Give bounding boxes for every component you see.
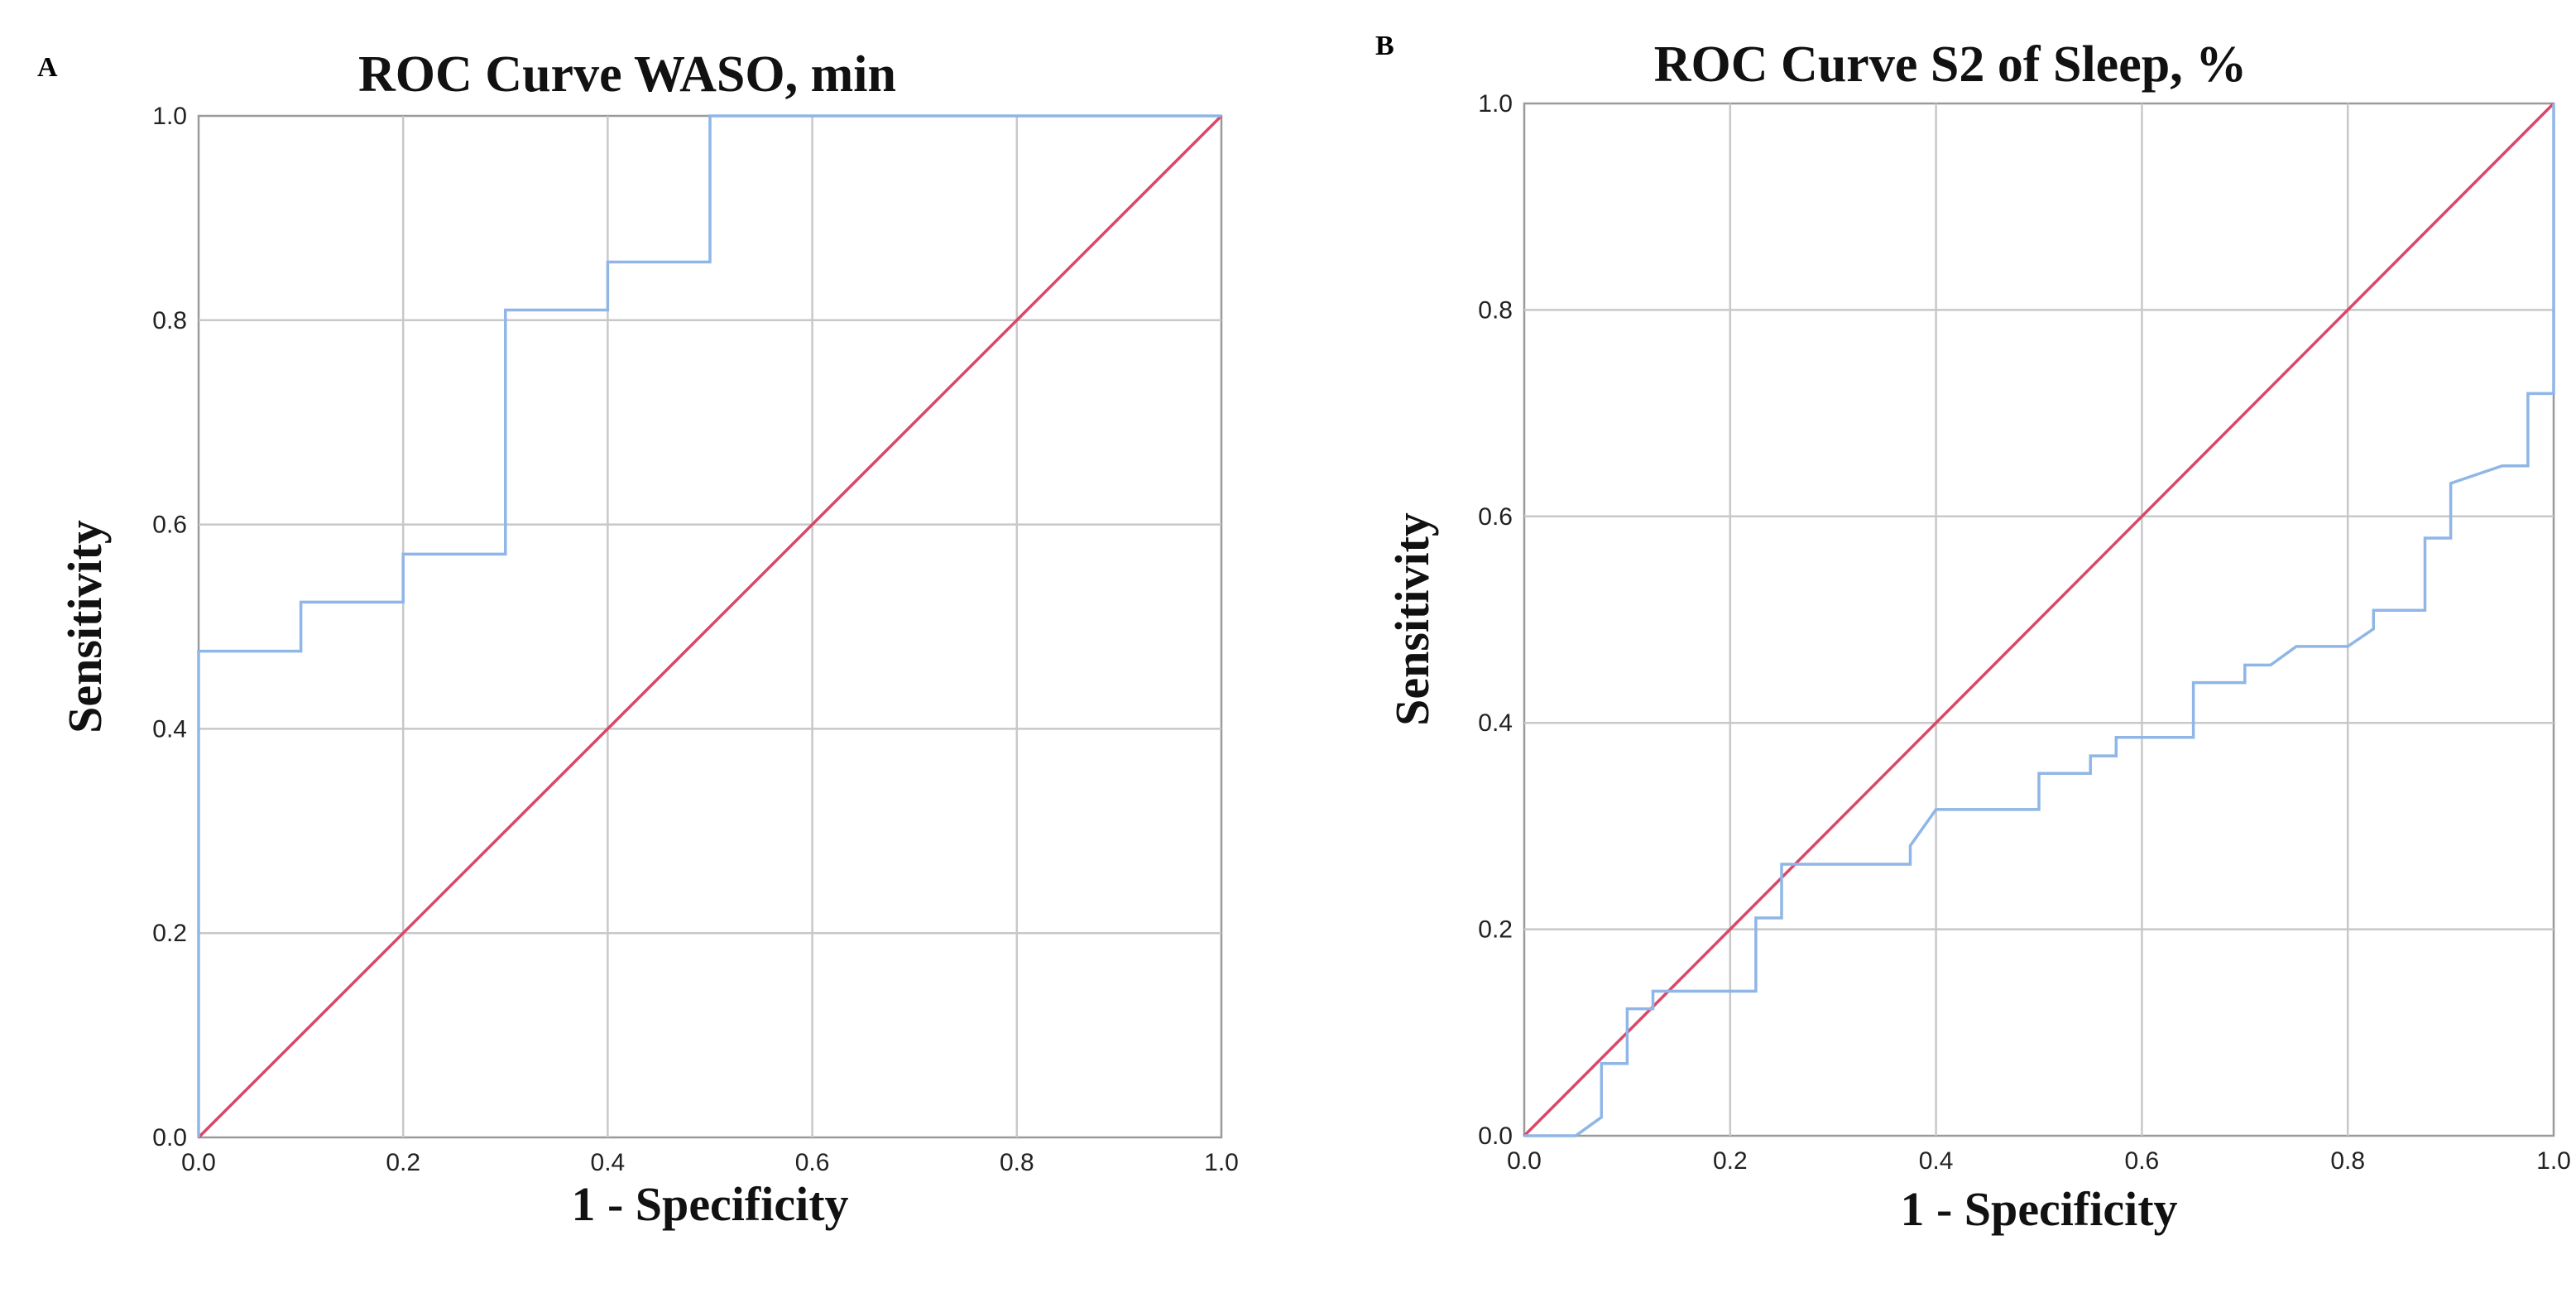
x-axis-ticks: 0.0 0.2 0.4 0.6 0.8 1.0 xyxy=(1507,1147,2571,1175)
x-axis-ticks: 0.0 0.2 0.4 0.6 0.8 1.0 xyxy=(181,1149,1239,1176)
x-axis-title: 1 - Specificity xyxy=(571,1177,848,1231)
x-tick-label: 0.6 xyxy=(2125,1147,2160,1175)
x-tick-label: 0.2 xyxy=(386,1149,420,1176)
x-axis-title: 1 - Specificity xyxy=(1900,1182,2177,1236)
roc-panel-a: A ROC Curve WASO, min 0.0 0.2 0.4 0.6 0.8 1.0… xyxy=(37,46,1239,1231)
chart-title: ROC Curve WASO, min xyxy=(358,46,896,103)
x-tick-label: 0.0 xyxy=(181,1149,216,1176)
x-tick-label: 1.0 xyxy=(2536,1147,2571,1175)
x-tick-label: 0.6 xyxy=(795,1149,830,1176)
chart-title: ROC Curve S2 of Sleep, % xyxy=(1654,36,2247,93)
y-axis-ticks: 0.0 0.2 0.4 0.6 0.8 1.0 xyxy=(152,103,187,1151)
x-tick-label: 0.4 xyxy=(591,1149,626,1176)
y-tick-label: 0.4 xyxy=(1478,709,1513,737)
grid xyxy=(1524,103,2554,1136)
y-tick-label: 0.8 xyxy=(1478,296,1513,324)
y-tick-label: 0.2 xyxy=(152,920,187,947)
y-tick-label: 0.6 xyxy=(1478,503,1513,531)
y-axis-ticks: 0.0 0.2 0.4 0.6 0.8 1.0 xyxy=(1478,90,1513,1150)
y-tick-label: 0.8 xyxy=(152,307,187,334)
x-tick-label: 0.0 xyxy=(1507,1147,1542,1175)
series-layer xyxy=(197,114,1223,1139)
x-tick-label: 0.8 xyxy=(1000,1149,1034,1176)
x-tick-label: 0.8 xyxy=(2330,1147,2365,1175)
y-tick-label: 1.0 xyxy=(152,103,187,130)
roc-panel-b: B ROC Curve S2 of Sleep, % 0.0 0.2 0.4 0.6 0… xyxy=(1375,31,2571,1236)
y-tick-label: 0.6 xyxy=(152,512,187,539)
y-axis-title: Sensitivity xyxy=(58,520,112,733)
reference-line xyxy=(197,114,1223,1139)
x-tick-label: 0.4 xyxy=(1919,1147,1954,1175)
x-tick-label: 1.0 xyxy=(1204,1149,1239,1176)
y-tick-label: 0.4 xyxy=(152,715,187,743)
reference-line xyxy=(1523,102,2555,1137)
y-tick-label: 0.2 xyxy=(1478,916,1513,944)
panel-letter: B xyxy=(1375,31,1394,61)
x-tick-label: 0.2 xyxy=(1713,1147,1748,1175)
panel-letter: A xyxy=(37,52,58,83)
y-tick-label: 0.0 xyxy=(1478,1123,1513,1150)
series-layer xyxy=(1523,102,2555,1137)
y-axis-title: Sensitivity xyxy=(1385,512,1439,726)
y-tick-label: 1.0 xyxy=(1478,90,1513,118)
roc-curve-line xyxy=(1524,103,2555,1137)
roc-curve-line xyxy=(197,114,1221,1137)
y-tick-label: 0.0 xyxy=(152,1124,187,1151)
